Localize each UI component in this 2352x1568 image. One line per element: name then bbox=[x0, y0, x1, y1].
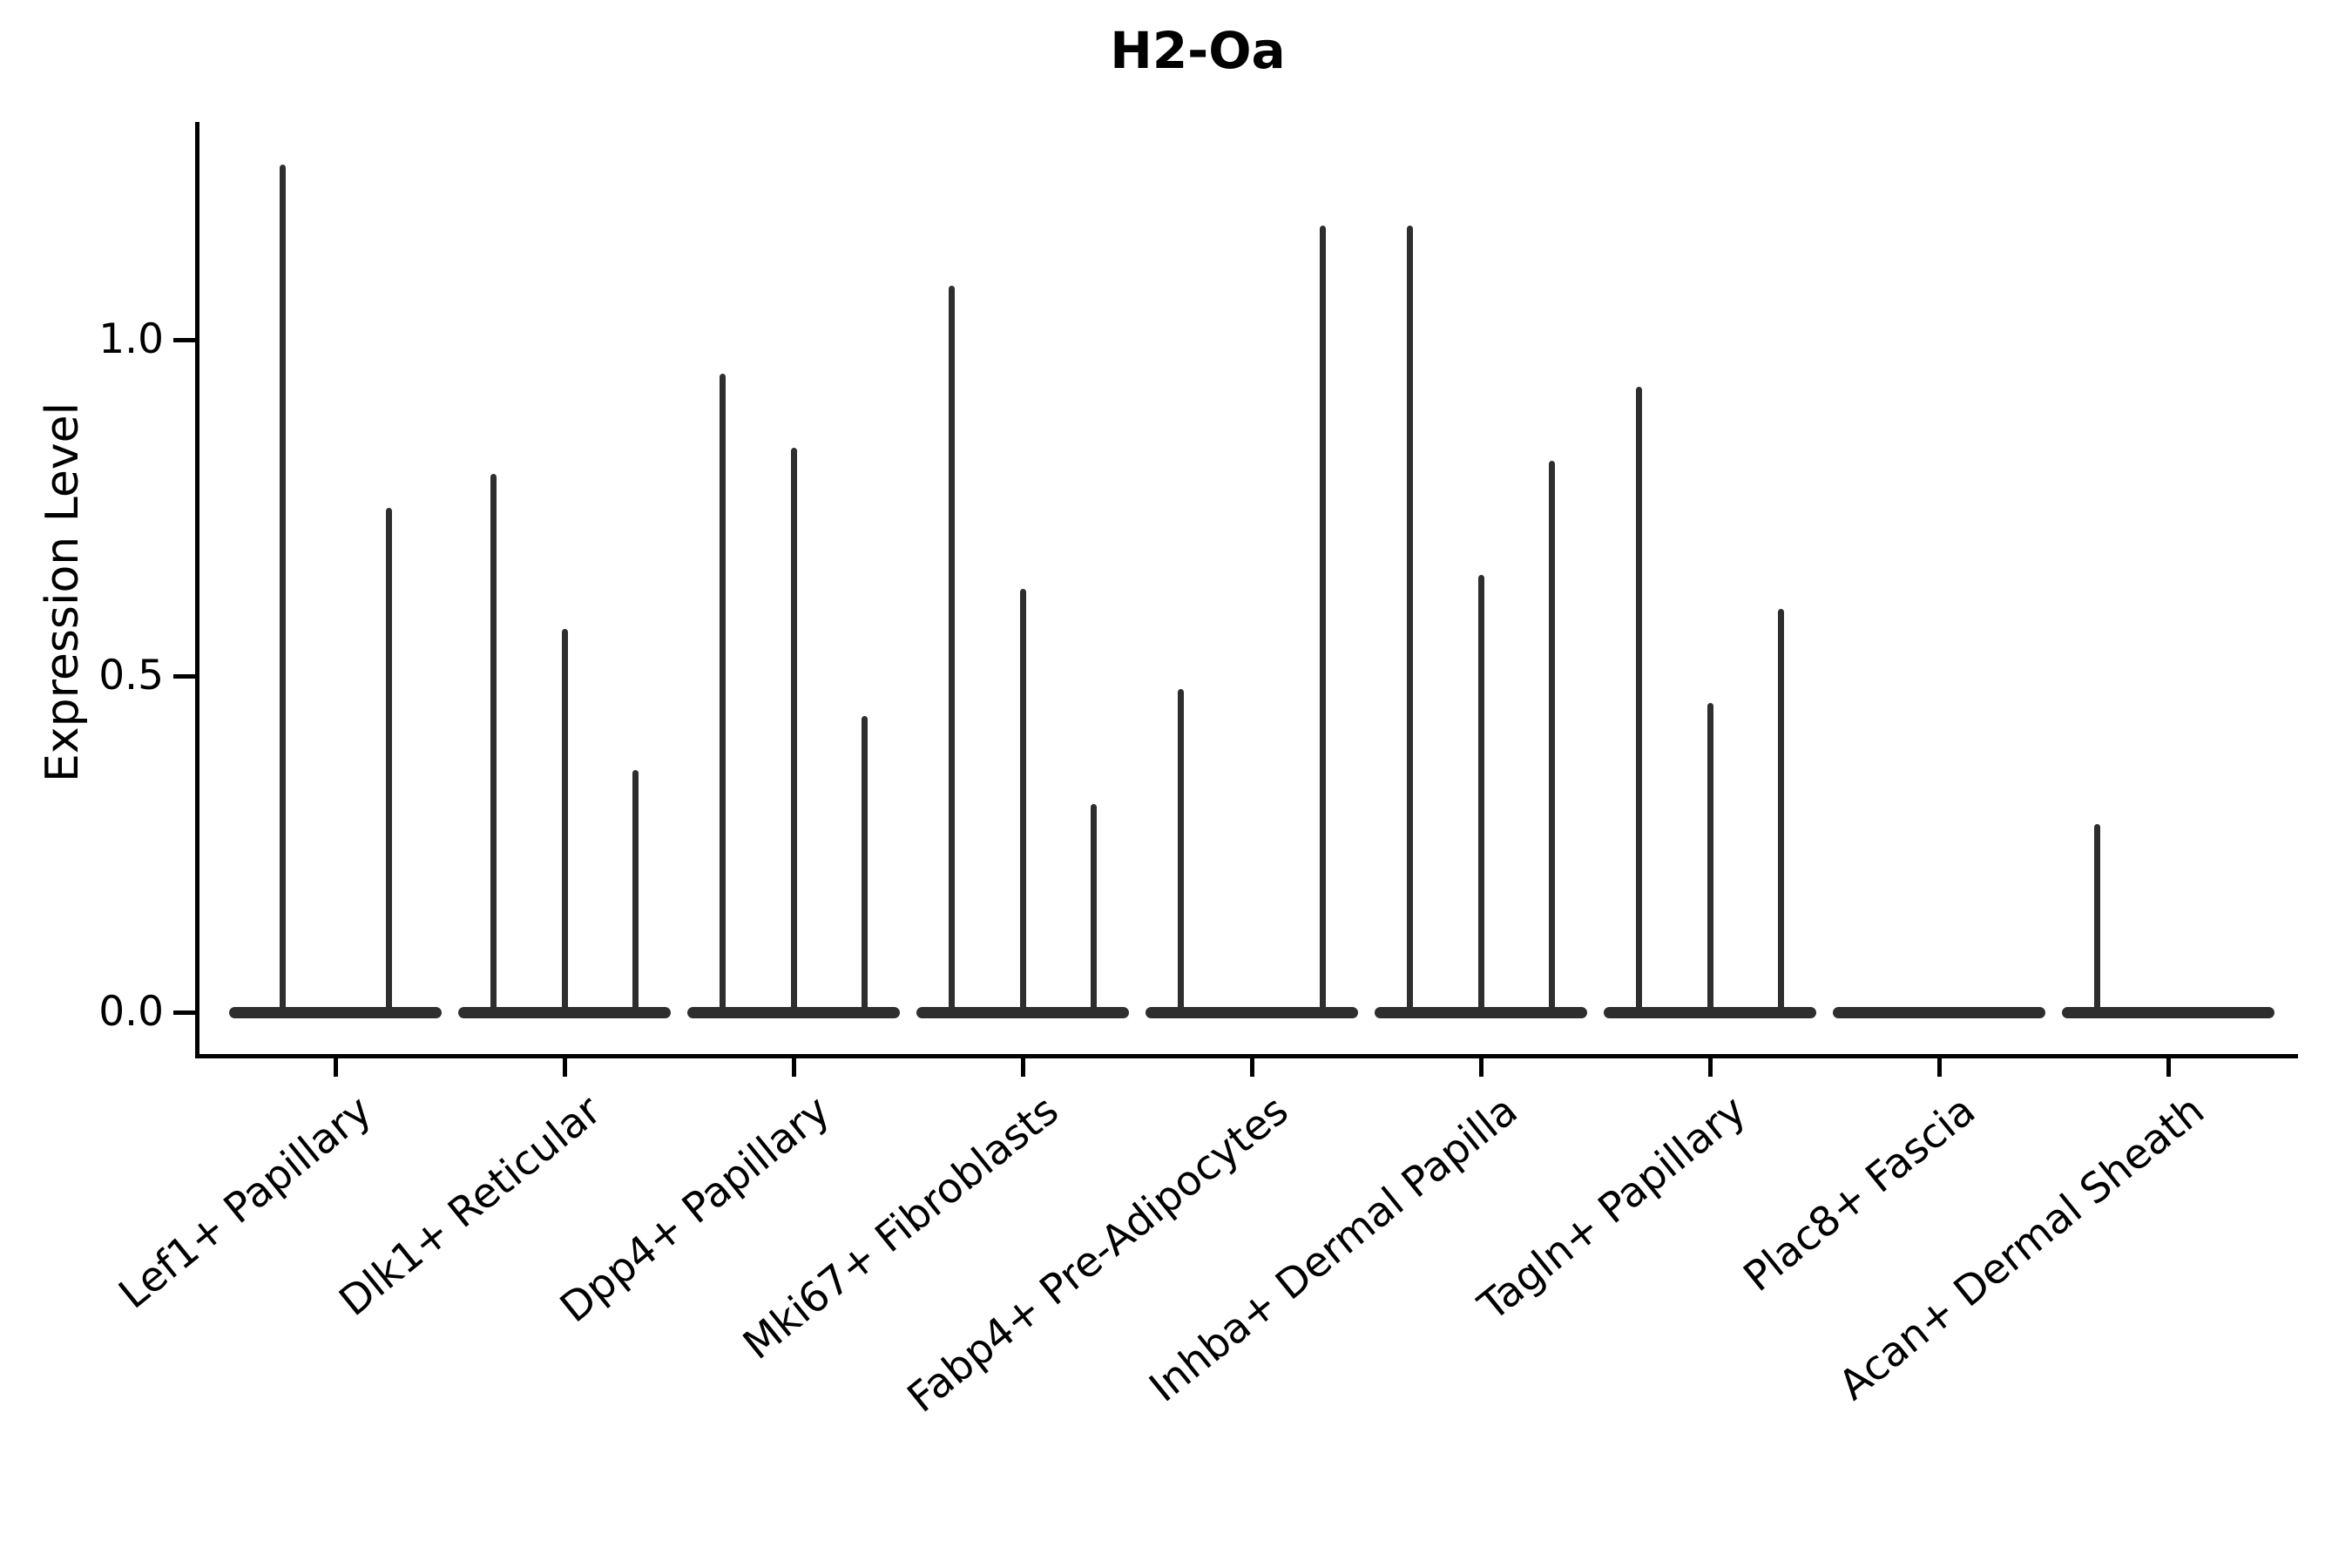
violin-spike bbox=[1319, 225, 1326, 1012]
y-tick-label: 1.0 bbox=[98, 315, 164, 363]
violin-spike bbox=[1707, 702, 1713, 1012]
y-tick-label: 0.5 bbox=[98, 652, 164, 700]
violin-base bbox=[916, 1006, 1129, 1018]
x-tick-label: Plac8+ Fascia bbox=[1734, 1086, 1984, 1301]
y-tick-label: 0.0 bbox=[98, 988, 164, 1036]
y-axis-spine bbox=[195, 122, 199, 1058]
violin-spike bbox=[1090, 803, 1097, 1012]
violin-spike bbox=[385, 508, 392, 1012]
y-tick bbox=[173, 673, 196, 679]
x-tick-label: Inhba+ Dermal Papilla bbox=[1140, 1086, 1526, 1412]
x-tick bbox=[1707, 1054, 1713, 1077]
x-tick bbox=[1020, 1054, 1025, 1077]
violin-spike bbox=[632, 770, 639, 1012]
violin-base bbox=[1833, 1006, 2045, 1018]
y-tick bbox=[173, 1010, 196, 1015]
x-tick-label: Fabp4+ Pre-Adipocytes bbox=[898, 1086, 1297, 1423]
violin-spike bbox=[279, 165, 286, 1012]
violin-spike bbox=[1019, 588, 1026, 1012]
violin-spike bbox=[1548, 460, 1555, 1012]
x-tick bbox=[333, 1054, 338, 1077]
violin-spike bbox=[1407, 225, 1414, 1012]
violin-spike bbox=[1477, 575, 1484, 1012]
x-tick bbox=[562, 1054, 567, 1077]
chart-title: H2-Oa bbox=[1110, 21, 1286, 80]
violin-base bbox=[229, 1006, 442, 1018]
violin-spike bbox=[490, 474, 497, 1012]
violin-spike bbox=[2094, 823, 2101, 1012]
violin-base bbox=[1604, 1006, 1816, 1018]
violin-spike bbox=[1636, 387, 1643, 1012]
x-tick bbox=[1478, 1054, 1484, 1077]
x-tick bbox=[791, 1054, 796, 1077]
violin-spike bbox=[720, 373, 727, 1012]
y-tick bbox=[173, 337, 196, 342]
violin-spike bbox=[561, 628, 568, 1012]
violin-spike bbox=[861, 716, 868, 1012]
x-tick bbox=[2166, 1054, 2171, 1077]
violin-spike bbox=[1777, 608, 1784, 1012]
violin-base bbox=[1146, 1006, 1358, 1018]
x-tick bbox=[1936, 1054, 1942, 1077]
violin-base bbox=[458, 1006, 671, 1018]
violin-spike bbox=[790, 447, 797, 1012]
violin-base bbox=[2062, 1006, 2274, 1018]
x-tick bbox=[1249, 1054, 1254, 1077]
x-tick-label: Acan+ Dermal Sheath bbox=[1829, 1086, 2213, 1410]
violin-spike bbox=[949, 286, 956, 1012]
x-axis-spine bbox=[195, 1054, 2298, 1058]
violin-base bbox=[1375, 1006, 1587, 1018]
violin-spike bbox=[1178, 689, 1185, 1012]
violin-base bbox=[687, 1006, 900, 1018]
